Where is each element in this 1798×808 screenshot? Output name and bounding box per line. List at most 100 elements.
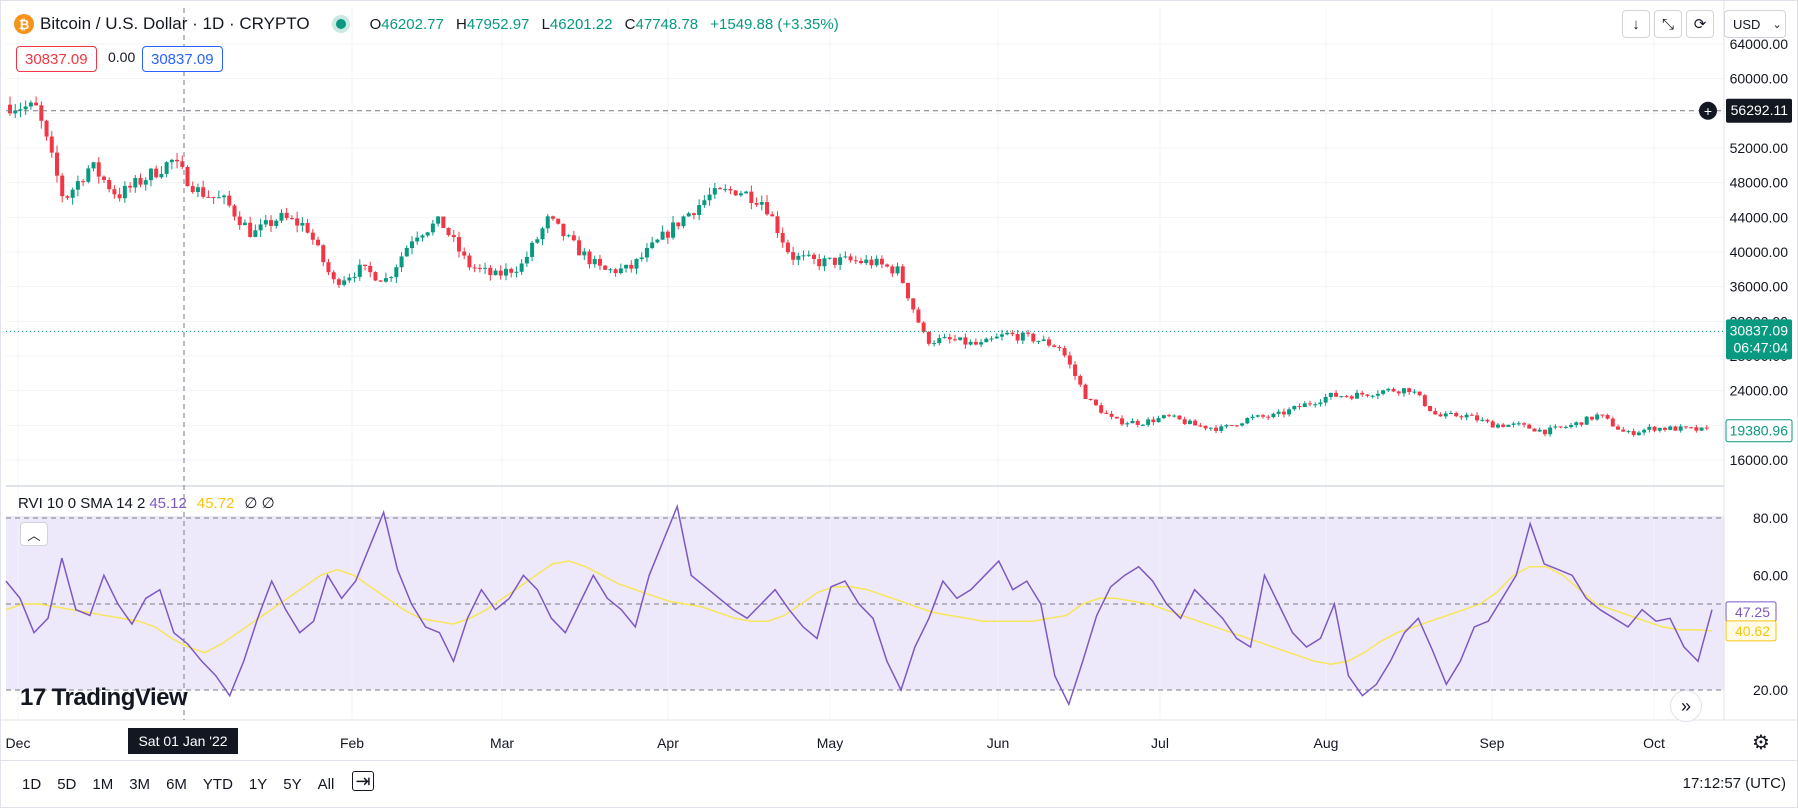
candle-body[interactable] xyxy=(958,337,963,341)
candle-body[interactable] xyxy=(827,257,832,259)
candle-body[interactable] xyxy=(263,220,268,225)
candle-body[interactable] xyxy=(1642,429,1647,433)
candle-body[interactable] xyxy=(1475,415,1480,421)
candle-body[interactable] xyxy=(164,162,169,174)
candle-body[interactable] xyxy=(1057,346,1062,349)
candle-body[interactable] xyxy=(592,258,597,265)
candle-body[interactable] xyxy=(530,242,535,257)
candle-body[interactable] xyxy=(1287,409,1292,415)
candle-body[interactable] xyxy=(1464,414,1469,418)
candle-body[interactable] xyxy=(1078,375,1083,385)
candle-body[interactable] xyxy=(686,213,691,217)
candle-body[interactable] xyxy=(597,258,602,266)
candle-body[interactable] xyxy=(44,120,49,137)
candle-body[interactable] xyxy=(921,322,926,332)
candle-body[interactable] xyxy=(175,159,180,162)
candle-body[interactable] xyxy=(1292,406,1297,410)
candle-body[interactable] xyxy=(91,162,96,169)
candle-body[interactable] xyxy=(493,270,498,276)
candle-body[interactable] xyxy=(1036,340,1041,342)
candle-body[interactable] xyxy=(467,255,472,268)
candle-body[interactable] xyxy=(1193,420,1198,426)
sell-price-box[interactable]: 30837.09 xyxy=(16,46,97,72)
candle-body[interactable] xyxy=(650,242,655,249)
candle-body[interactable] xyxy=(138,177,143,185)
symbol-title[interactable]: Bitcoin / U.S. Dollar · 1D · CRYPTO xyxy=(40,14,310,33)
candle-body[interactable] xyxy=(718,188,723,190)
candle-body[interactable] xyxy=(18,109,23,111)
candle-body[interactable] xyxy=(1161,415,1166,419)
candle-body[interactable] xyxy=(195,187,200,193)
candle-body[interactable] xyxy=(738,193,743,196)
buy-price-box[interactable]: 30837.09 xyxy=(142,46,223,72)
candle-body[interactable] xyxy=(1663,427,1668,430)
candle-body[interactable] xyxy=(1323,396,1328,403)
candle-body[interactable] xyxy=(1626,431,1631,433)
candle-body[interactable] xyxy=(603,265,608,270)
candle-body[interactable] xyxy=(1104,412,1109,414)
candle-body[interactable] xyxy=(1584,416,1589,425)
calendar-range-icon[interactable]: ⇥ xyxy=(352,771,374,791)
candle-body[interactable] xyxy=(1245,418,1250,424)
candle-body[interactable] xyxy=(885,264,890,267)
candle-body[interactable] xyxy=(697,205,702,216)
candles[interactable] xyxy=(8,96,1709,437)
candle-body[interactable] xyxy=(556,218,561,224)
candle-body[interactable] xyxy=(566,235,571,237)
candle-body[interactable] xyxy=(211,196,216,198)
candle-body[interactable] xyxy=(143,180,148,185)
candle-body[interactable] xyxy=(373,272,378,281)
candle-body[interactable] xyxy=(1339,396,1344,398)
candle-body[interactable] xyxy=(879,258,884,265)
candle-body[interactable] xyxy=(483,267,488,269)
range-button-1d[interactable]: 1D xyxy=(22,776,42,793)
candle-body[interactable] xyxy=(545,216,550,229)
candle-body[interactable] xyxy=(488,267,493,276)
candle-body[interactable] xyxy=(838,257,843,265)
candle-body[interactable] xyxy=(1668,426,1673,430)
candle-body[interactable] xyxy=(571,235,576,241)
candle-body[interactable] xyxy=(65,196,70,198)
candle-body[interactable] xyxy=(180,161,185,167)
candle-body[interactable] xyxy=(1318,402,1323,405)
candle-body[interactable] xyxy=(1026,332,1031,334)
gear-icon[interactable]: ⚙ xyxy=(1752,732,1770,754)
candle-body[interactable] xyxy=(368,265,373,273)
candle-body[interactable] xyxy=(462,251,467,256)
candle-body[interactable] xyxy=(1020,332,1025,341)
range-button-1m[interactable]: 1M xyxy=(92,776,114,793)
candle-body[interactable] xyxy=(96,162,101,177)
rvi-legend[interactable]: RVI 10 0 SMA 14 2 45.12 45.72 ∅ ∅ xyxy=(18,494,275,512)
candle-body[interactable] xyxy=(550,216,555,219)
candle-body[interactable] xyxy=(806,254,811,256)
candle-body[interactable] xyxy=(352,276,357,278)
candle-body[interactable] xyxy=(1501,424,1506,427)
candle-body[interactable] xyxy=(1302,403,1307,408)
candle-body[interactable] xyxy=(1109,413,1114,417)
range-button-all[interactable]: All xyxy=(317,776,335,793)
candle-body[interactable] xyxy=(723,189,728,191)
candle-body[interactable] xyxy=(169,159,174,163)
candle-body[interactable] xyxy=(796,255,801,260)
candle-body[interactable] xyxy=(1542,429,1547,435)
candle-body[interactable] xyxy=(326,262,331,273)
candle-body[interactable] xyxy=(23,106,28,110)
rvi-line[interactable] xyxy=(5,503,1713,707)
candle-body[interactable] xyxy=(258,224,263,231)
candle-body[interactable] xyxy=(1511,423,1516,425)
candle-body[interactable] xyxy=(1224,425,1229,427)
candle-body[interactable] xyxy=(1448,412,1453,414)
candle-body[interactable] xyxy=(535,239,540,243)
candle-body[interactable] xyxy=(869,259,874,266)
candle-body[interactable] xyxy=(1407,388,1412,393)
candle-body[interactable] xyxy=(378,280,383,282)
candle-body[interactable] xyxy=(75,181,80,190)
candle-body[interactable] xyxy=(624,264,629,269)
chart-canvas[interactable]: 16000.0020000.0024000.0028000.0032000.00… xyxy=(0,0,1798,760)
candle-body[interactable] xyxy=(242,222,247,226)
candle-body[interactable] xyxy=(13,110,18,114)
candle-body[interactable] xyxy=(503,268,508,276)
candle-body[interactable] xyxy=(582,251,587,256)
candle-body[interactable] xyxy=(1391,388,1396,392)
candle-body[interactable] xyxy=(1271,413,1276,418)
